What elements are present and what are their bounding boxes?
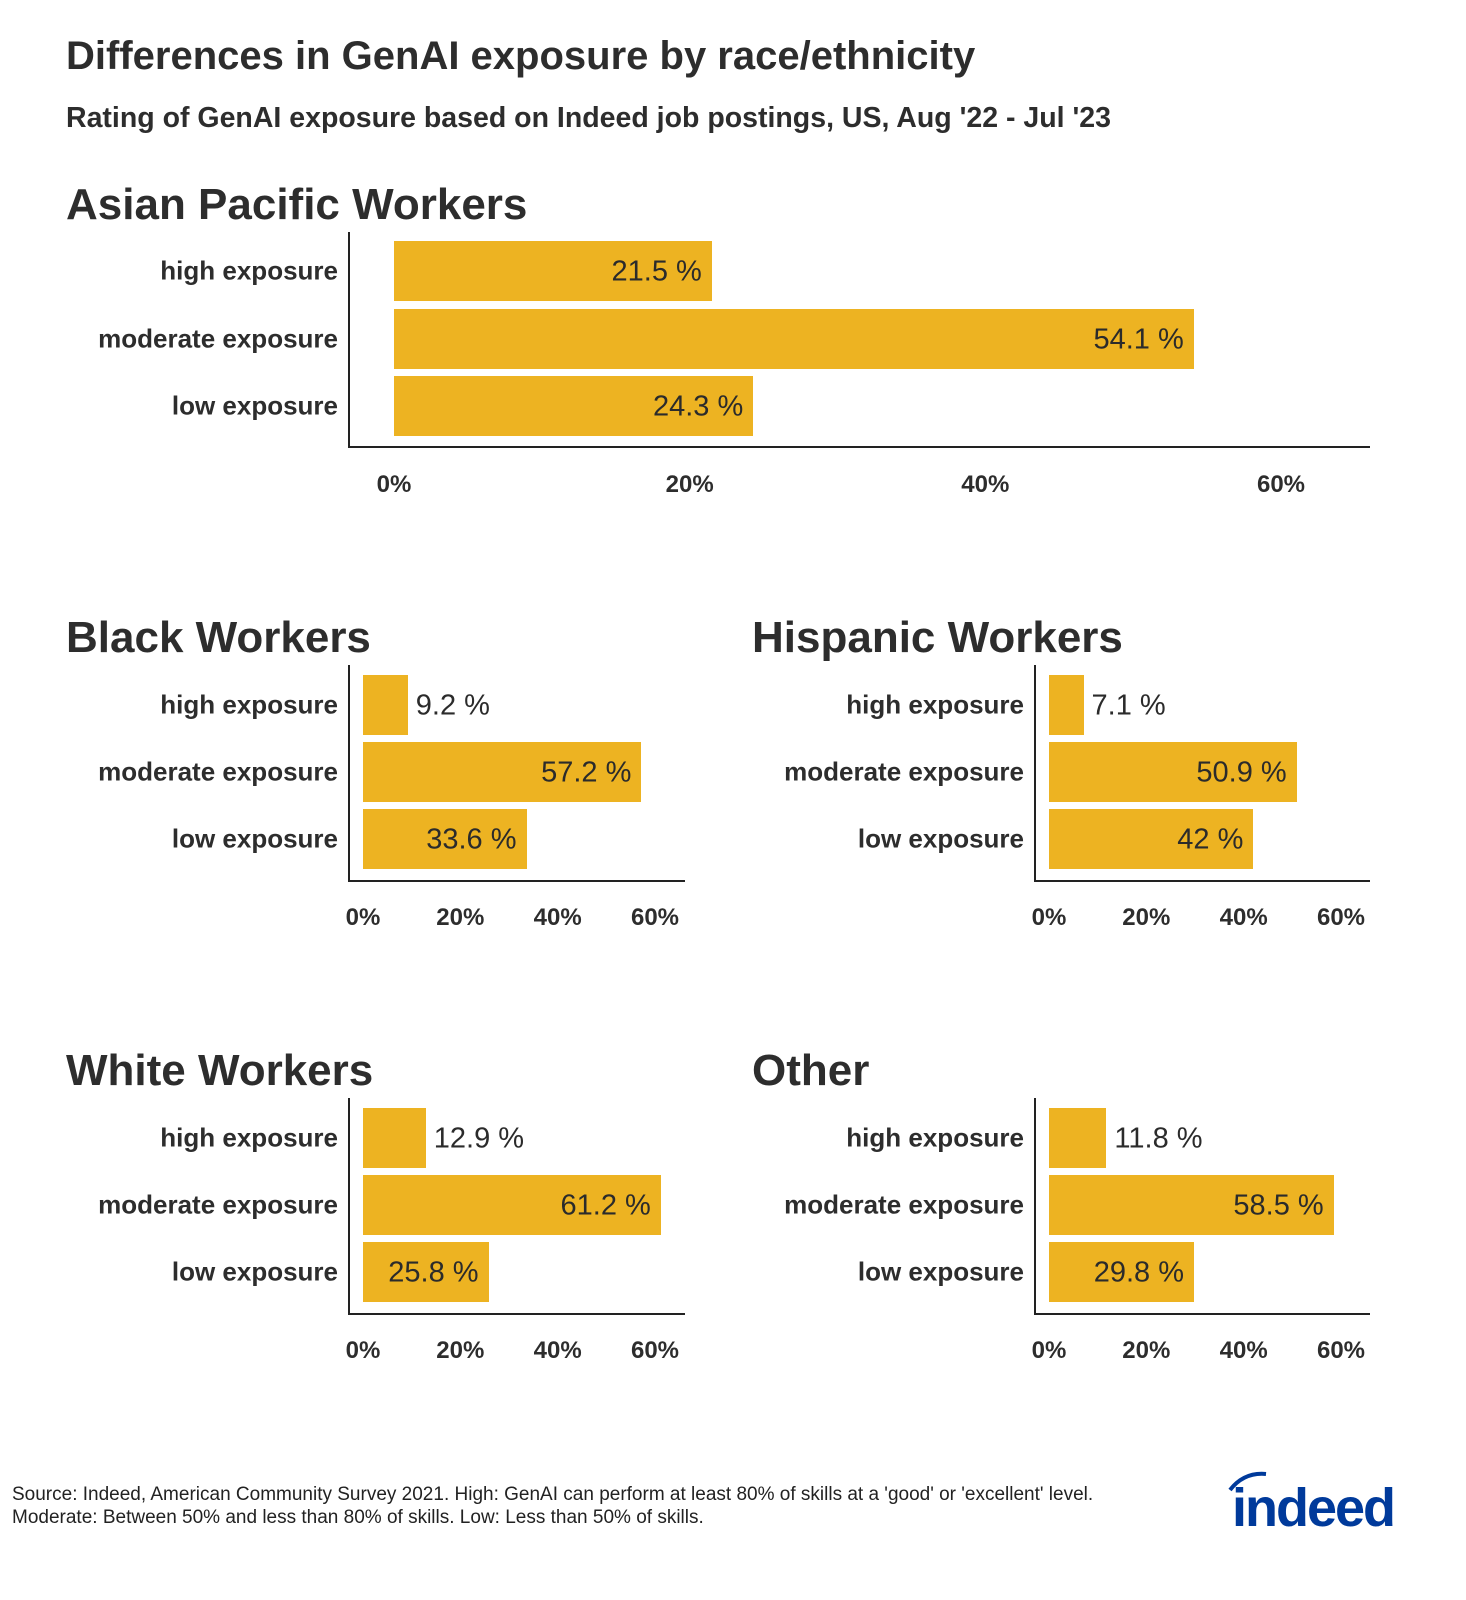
- x-tick-label: 40%: [1219, 1337, 1268, 1364]
- data-label: 11.8 %: [1114, 1122, 1203, 1155]
- category-label: moderate exposure: [784, 756, 1024, 787]
- x-tick-label: 60%: [1316, 904, 1366, 931]
- chart-title: Differences in GenAI exposure by race/et…: [66, 34, 976, 78]
- category-label: low exposure: [171, 1256, 338, 1287]
- bar: [363, 1108, 426, 1168]
- x-axis-line: [1034, 880, 1370, 882]
- bar: [363, 675, 408, 735]
- x-tick-label: 60%: [630, 904, 680, 931]
- x-tick-label: 40%: [961, 471, 1010, 498]
- bar: [1049, 675, 1084, 735]
- x-axis-line: [1034, 1313, 1370, 1315]
- x-tick-label: 0%: [376, 471, 412, 498]
- data-label: 57.2 %: [541, 756, 632, 789]
- panel-title: Black Workers: [66, 613, 371, 662]
- bar: [363, 1242, 489, 1302]
- data-label: 7.1 %: [1091, 689, 1166, 722]
- x-tick-label: 60%: [1256, 471, 1306, 498]
- y-axis-line: [1034, 665, 1036, 880]
- x-tick-label: 0%: [1031, 1337, 1067, 1364]
- category-label: moderate exposure: [98, 756, 338, 787]
- x-tick-label: 20%: [436, 904, 485, 931]
- panel-title: Hispanic Workers: [752, 613, 1123, 662]
- category-label: high exposure: [160, 1122, 338, 1153]
- bar: [394, 309, 1194, 369]
- y-axis-line: [348, 232, 350, 446]
- category-label: low exposure: [171, 390, 338, 421]
- bar: [1049, 1175, 1334, 1235]
- data-label: 42 %: [1177, 823, 1244, 856]
- x-axis-line: [348, 1313, 685, 1315]
- bar: [1049, 809, 1254, 869]
- x-axis-line: [348, 880, 685, 882]
- bar: [394, 376, 754, 436]
- source-note: Source: Indeed, American Community Surve…: [12, 1484, 1094, 1528]
- x-tick-label: 40%: [533, 904, 582, 931]
- bar: [394, 241, 712, 301]
- category-label: moderate exposure: [98, 1189, 338, 1220]
- category-label: low exposure: [857, 1256, 1024, 1287]
- data-label: 12.9 %: [433, 1122, 525, 1155]
- category-label: low exposure: [857, 823, 1024, 854]
- category-label: high exposure: [846, 689, 1024, 720]
- category-label: high exposure: [846, 1122, 1024, 1153]
- panel-title: Other: [752, 1046, 870, 1095]
- data-label: 21.5 %: [611, 255, 702, 288]
- chart-subtitle: Rating of GenAI exposure based on Indeed…: [66, 102, 1111, 134]
- data-label: 58.5 %: [1233, 1189, 1324, 1222]
- data-label: 9.2 %: [415, 689, 490, 722]
- x-tick-label: 60%: [630, 1337, 680, 1364]
- data-label: 29.8 %: [1093, 1256, 1185, 1289]
- x-tick-label: 20%: [436, 1337, 485, 1364]
- x-tick-label: 40%: [533, 1337, 582, 1364]
- x-tick-label: 20%: [1122, 904, 1171, 931]
- bar: [1049, 1108, 1107, 1168]
- x-tick-label: 20%: [665, 471, 714, 498]
- panel-title: White Workers: [66, 1046, 374, 1095]
- data-label: 50.9 %: [1196, 756, 1287, 789]
- svg-text:indeed: indeed: [1232, 1478, 1394, 1538]
- x-tick-label: 0%: [345, 1337, 381, 1364]
- y-axis-line: [348, 1098, 350, 1313]
- category-label: moderate exposure: [784, 1189, 1024, 1220]
- x-tick-label: 0%: [1031, 904, 1067, 931]
- x-tick-label: 60%: [1316, 1337, 1366, 1364]
- indeed-logo: indeed: [1222, 1468, 1422, 1543]
- category-label: low exposure: [171, 823, 338, 854]
- bar: [1049, 742, 1297, 802]
- bar: [363, 1175, 661, 1235]
- category-label: high exposure: [160, 689, 338, 720]
- x-tick-label: 0%: [345, 904, 381, 931]
- category-label: high exposure: [160, 255, 338, 286]
- y-axis-line: [348, 665, 350, 880]
- data-label: 61.2 %: [560, 1189, 651, 1222]
- data-label: 54.1 %: [1093, 323, 1184, 356]
- x-tick-label: 20%: [1122, 1337, 1171, 1364]
- x-axis-line: [348, 446, 1370, 448]
- data-label: 33.6 %: [426, 823, 517, 856]
- bar: [1049, 1242, 1195, 1302]
- panel-title: Asian Pacific Workers: [66, 180, 528, 229]
- bar: [363, 742, 642, 802]
- data-label: 24.3 %: [652, 390, 744, 423]
- x-tick-label: 40%: [1219, 904, 1268, 931]
- y-axis-line: [1034, 1098, 1036, 1313]
- bar: [363, 809, 527, 869]
- data-label: 25.8 %: [388, 1256, 479, 1289]
- category-label: moderate exposure: [98, 323, 338, 354]
